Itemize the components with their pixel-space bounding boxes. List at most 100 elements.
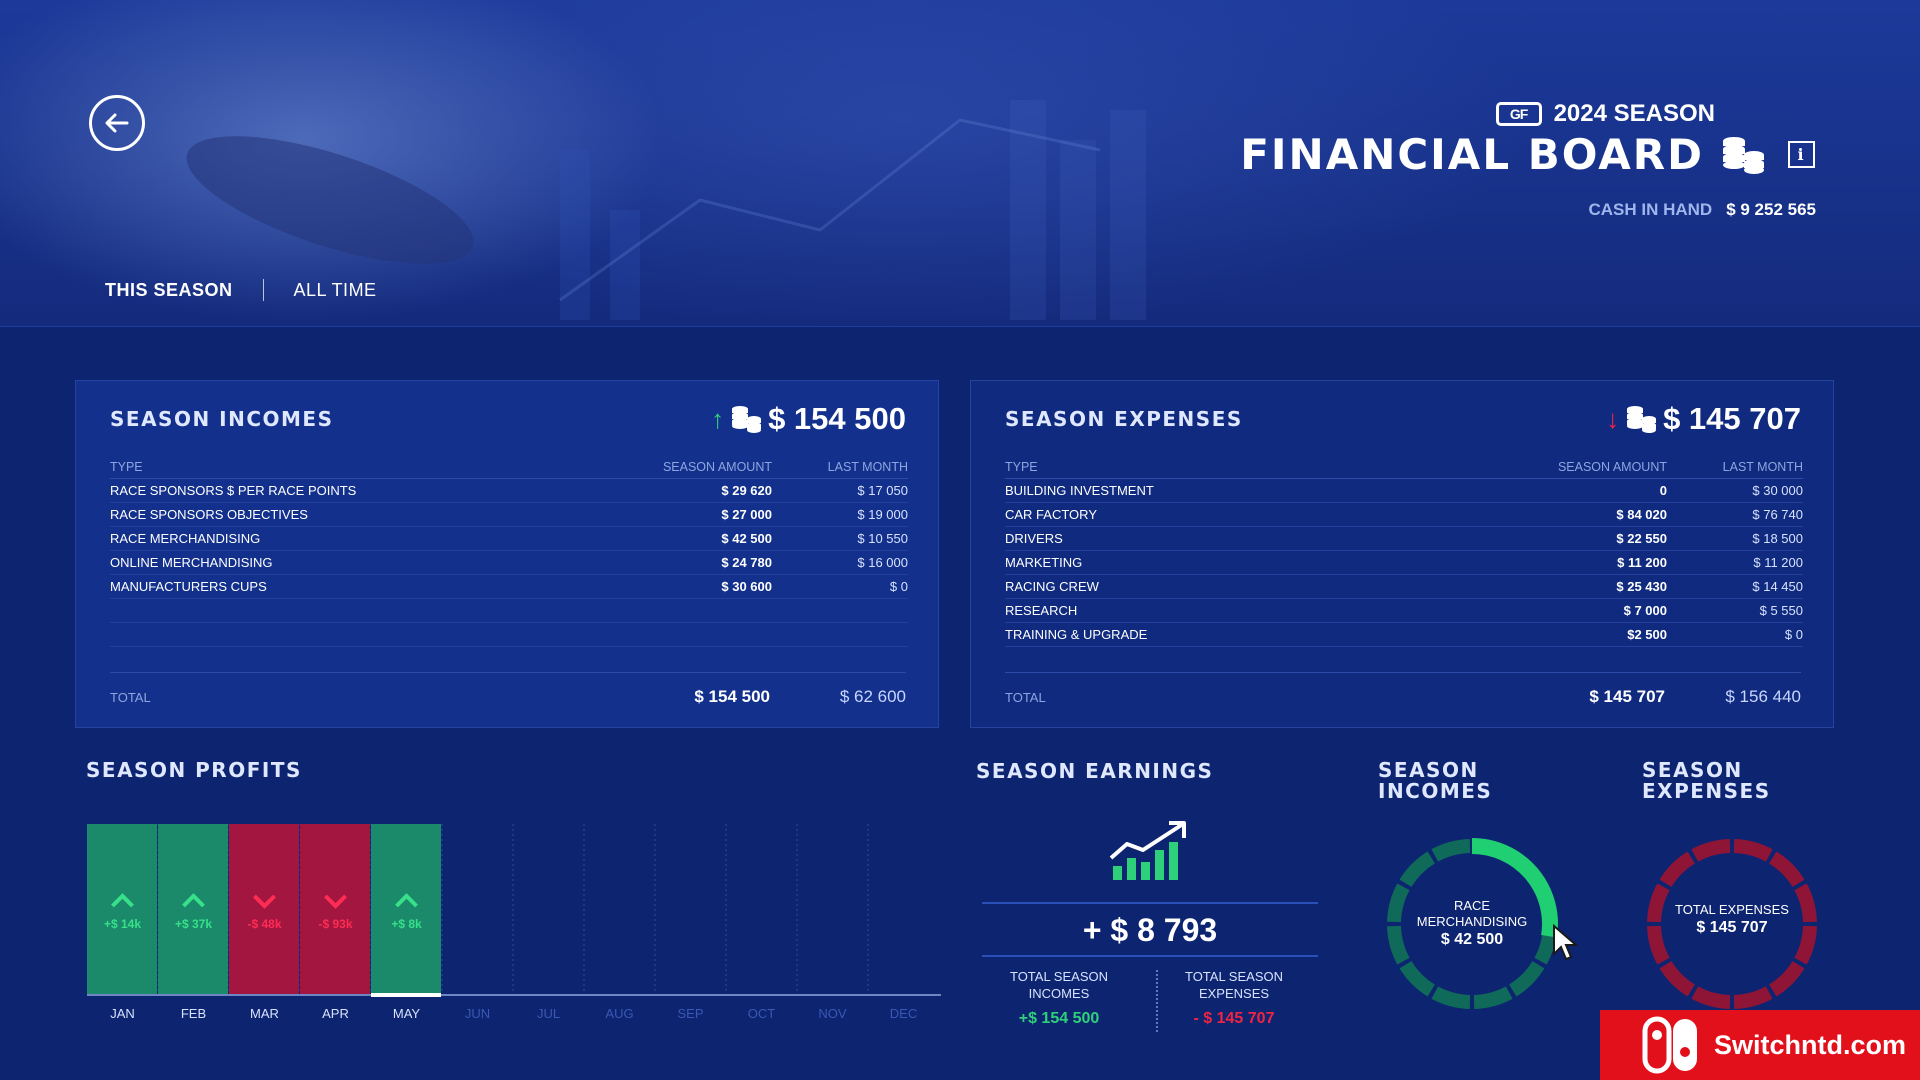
row-amount: $ 27 000	[612, 502, 772, 527]
column-header: LAST MONTH	[772, 456, 908, 479]
cash-in-hand: CASH IN HAND $ 9 252 565	[1588, 200, 1816, 220]
info-button[interactable]: i	[1788, 141, 1815, 168]
month-label: NOV	[818, 1006, 847, 1021]
month-label: OCT	[748, 1006, 776, 1021]
donut-segment	[1659, 851, 1696, 888]
donut-segment	[1399, 851, 1436, 888]
season-line: GF 2024 SEASON	[1240, 100, 1715, 128]
donut-segment	[1794, 925, 1817, 965]
month-label: JUL	[537, 1006, 560, 1021]
title-line: SEASON	[1642, 758, 1743, 782]
selected-month-indicator	[371, 993, 441, 997]
month-label: MAY	[393, 1006, 421, 1021]
row-type: ONLINE MERCHANDISING	[110, 550, 612, 575]
expenses-footer: TOTAL $ 145 707 $ 156 440	[1005, 672, 1801, 707]
tab-divider	[262, 279, 264, 301]
chevron-up-icon	[182, 893, 205, 908]
donut-segment	[1691, 986, 1731, 1009]
total-amount: $ 154 500	[694, 687, 770, 706]
row-last-month: $ 19 000	[772, 502, 908, 527]
expenses-donut[interactable]: TOTAL EXPENSES $ 145 707	[1644, 836, 1820, 1012]
donut-segment	[1399, 960, 1436, 997]
row-last-month: $ 76 740	[1667, 502, 1803, 527]
row-type: RACE MERCHANDISING	[110, 526, 612, 551]
row-last-month: $ 0	[1667, 622, 1803, 647]
tab-all-time[interactable]: ALL TIME	[293, 279, 377, 300]
season-incomes-panel: SEASON INCOMES ↑ $ 154 500 TYPE SEASON A…	[75, 380, 939, 728]
growth-chart-icon	[1109, 821, 1186, 880]
table-row: MANUFACTURERS CUPS $ 30 600 $ 0	[110, 574, 908, 599]
donut-value: $ 42 500	[1440, 931, 1504, 948]
watermark-banner: Switchntd.com	[1600, 1010, 1920, 1080]
season-earnings: + $ 8 793 TOTAL SEASON INCOMES +$ 154 50…	[982, 820, 1318, 1032]
tab-this-season[interactable]: THIS SEASON	[105, 279, 233, 300]
empty-row	[110, 622, 908, 647]
profit-bar[interactable]	[229, 824, 299, 994]
table-row: RESEARCH $ 7 000 $ 5 550	[1005, 598, 1803, 623]
profit-bar[interactable]	[87, 824, 157, 994]
arrow-left-icon	[105, 113, 129, 133]
back-button[interactable]	[89, 95, 145, 151]
row-type: RACING CREW	[1005, 574, 1507, 599]
row-last-month: $ 16 000	[772, 550, 908, 575]
total-label: TOTAL	[1005, 690, 1046, 705]
watermark-text: Switchntd.com	[1714, 1029, 1907, 1060]
season-earnings-title: SEASON EARNINGS	[976, 759, 1214, 783]
row-last-month: $ 18 500	[1667, 526, 1803, 551]
expenses-donut-ring	[1647, 839, 1817, 1009]
row-type: RESEARCH	[1005, 598, 1507, 623]
donut-label-line: RACE	[1453, 898, 1491, 913]
donut-segment	[1647, 925, 1670, 965]
title-line: INCOMES	[1378, 779, 1493, 803]
row-amount: $2 500	[1507, 622, 1667, 647]
chevron-down-icon	[253, 894, 276, 909]
table-row: RACE SPONSORS OBJECTIVES $ 27 000 $ 19 000	[110, 502, 908, 527]
total-season-expenses: TOTAL SEASON EXPENSES - $ 145 707	[1159, 968, 1309, 1027]
dotted-divider	[1156, 970, 1158, 1032]
profit-bar[interactable]	[158, 824, 228, 994]
donut-segment	[1387, 883, 1410, 923]
row-amount: $ 24 780	[612, 550, 772, 575]
donut-segment	[1768, 960, 1805, 997]
divider	[982, 902, 1318, 904]
month-label: SEP	[677, 1006, 703, 1021]
season-incomes-donut-title: SEASON INCOMES	[1378, 760, 1492, 802]
donut-segment	[1508, 960, 1545, 997]
donut-center-label: RACE MERCHANDISING $ 42 500	[1384, 898, 1560, 948]
season-expenses-donut-title: SEASON EXPENSES	[1642, 760, 1771, 802]
donut-center-label: TOTAL EXPENSES $ 145 707	[1644, 902, 1820, 936]
row-amount: $ 25 430	[1507, 574, 1667, 599]
expenses-total-header: ↓ $ 145 707	[1606, 401, 1801, 437]
expenses-label: TOTAL SEASON	[1184, 969, 1283, 984]
season-label: 2024 SEASON	[1553, 100, 1715, 127]
table-row: RACE MERCHANDISING $ 42 500 $ 10 550	[110, 526, 908, 551]
donut-segment	[1431, 839, 1471, 862]
profit-label: +$ 14k	[104, 917, 141, 931]
profit-bar[interactable]	[371, 824, 441, 994]
profit-bar[interactable]	[300, 824, 370, 994]
page-title: FINANCIAL BOARD	[1240, 130, 1704, 179]
donut-label-line: MERCHANDISING	[1416, 914, 1528, 929]
row-last-month: $ 30 000	[1667, 478, 1803, 503]
donut-segment	[1659, 960, 1696, 997]
column-header: SEASON AMOUNT	[1507, 456, 1667, 479]
row-type: CAR FACTORY	[1005, 502, 1507, 527]
chevron-up-icon	[111, 893, 134, 908]
chevron-down-icon	[324, 894, 347, 909]
hero-banner	[0, 0, 1920, 327]
incomes-donut[interactable]: RACE MERCHANDISING $ 42 500	[1384, 836, 1560, 1012]
total-last-month: $ 156 440	[1725, 687, 1801, 706]
season-profits-title: SEASON PROFITS	[86, 758, 302, 782]
total-last-month: $ 62 600	[839, 687, 906, 706]
divider	[982, 955, 1318, 957]
incomes-label: INCOMES	[1028, 986, 1090, 1001]
donut-segment	[1768, 851, 1805, 888]
incomes-value: +$ 154 500	[1018, 1010, 1100, 1027]
expenses-label: EXPENSES	[1198, 986, 1270, 1001]
column-header: LAST MONTH	[1667, 456, 1803, 479]
row-last-month: $ 10 550	[772, 526, 908, 551]
incomes-total-header: ↑ $ 154 500	[711, 401, 906, 437]
table-row: CAR FACTORY $ 84 020 $ 76 740	[1005, 502, 1803, 527]
row-last-month: $ 17 050	[772, 478, 908, 503]
table-row: MARKETING $ 11 200 $ 11 200	[1005, 550, 1803, 575]
